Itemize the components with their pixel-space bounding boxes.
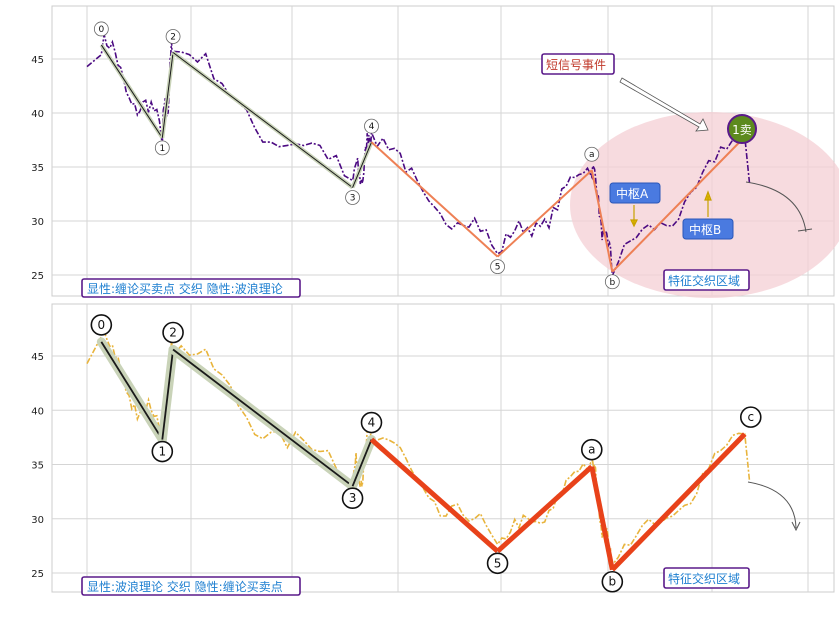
wave-segment xyxy=(351,439,373,487)
sell-signal-label: 1卖 xyxy=(732,123,752,137)
y-tick-label: 40 xyxy=(31,109,44,120)
sell-signal-marker xyxy=(727,114,757,144)
wave-label-circle xyxy=(584,146,600,162)
short-signal-box xyxy=(541,53,615,75)
pivot-b-box xyxy=(682,218,734,240)
top-region-box xyxy=(663,269,750,291)
wave-label: 4 xyxy=(368,416,376,430)
wave-segment xyxy=(161,349,174,440)
wave-label: 4 xyxy=(369,122,375,132)
wave-label-circle xyxy=(162,321,184,344)
wave-label: 0 xyxy=(98,25,104,35)
wave-label-circle xyxy=(154,140,170,156)
highlight-region xyxy=(570,112,839,298)
wave-segment xyxy=(611,136,746,273)
wave-label: b xyxy=(609,278,615,288)
wave-label: 2 xyxy=(170,33,176,43)
y-tick-label: 35 xyxy=(31,461,44,472)
wave-label-circle xyxy=(345,190,360,205)
wave-label: 5 xyxy=(495,263,501,273)
pivot-a-box xyxy=(609,182,661,204)
wave-segment xyxy=(161,52,174,138)
wave-label: b xyxy=(609,575,617,589)
y-tick-label: 25 xyxy=(31,569,44,580)
top-caption: 显性:缠论买卖点 交织 隐性:波浪理论 xyxy=(87,281,283,296)
y-tick-label: 45 xyxy=(31,55,44,66)
wave-label: 5 xyxy=(494,556,502,570)
wave-label-circle xyxy=(604,274,620,290)
wave-label: 0 xyxy=(98,318,106,332)
wave-label-circle xyxy=(580,438,603,461)
wave-label: c xyxy=(747,410,754,424)
wave-label: 2 xyxy=(169,325,177,339)
wave-segment xyxy=(370,141,499,258)
wave-label: a xyxy=(588,443,595,457)
pivot-a-pointer xyxy=(630,205,638,228)
wave-segment xyxy=(590,170,614,272)
wave-segment xyxy=(172,348,354,487)
y-tick-label: 40 xyxy=(31,406,44,417)
wave-segment xyxy=(589,466,615,571)
wave-label-circle xyxy=(93,21,109,37)
wave-label: 1 xyxy=(158,445,166,459)
top-curve-arrow xyxy=(745,181,813,233)
y-tick-label: 25 xyxy=(31,271,44,282)
wave-segment xyxy=(495,464,594,554)
wave-label: 3 xyxy=(350,194,356,204)
wave-label-circle xyxy=(90,314,113,336)
wave-segment xyxy=(100,341,164,441)
bottom-region-box xyxy=(663,567,750,589)
pivot-b-label: 中枢B xyxy=(689,222,721,237)
short-signal-label: 短信号事件 xyxy=(546,58,606,72)
wave-label-circle xyxy=(341,487,364,510)
y-tick-label: 45 xyxy=(31,352,44,363)
wave-segment xyxy=(100,44,163,139)
y-tick-label: 35 xyxy=(31,163,44,174)
bottom-curve-arrow xyxy=(747,481,801,532)
y-tick-label: 30 xyxy=(31,217,44,228)
top-region-label: 特征交织区域 xyxy=(668,273,740,288)
wave-segment xyxy=(369,437,500,554)
wave-label-circle xyxy=(601,570,624,593)
wave-segment xyxy=(610,432,747,572)
wave-segment xyxy=(172,52,353,188)
y-tick-label: 30 xyxy=(31,515,44,526)
wave-segment xyxy=(496,169,593,258)
wave-label-circle xyxy=(364,118,379,134)
wave-label-circle xyxy=(490,259,505,275)
wave-label-circle xyxy=(151,440,174,463)
pivot-a-label: 中枢A xyxy=(616,186,649,201)
bottom-caption: 显性:波浪理论 交织 隐性:缠论买卖点 xyxy=(87,579,283,594)
pivot-b-pointer xyxy=(704,190,712,217)
wave-label: a xyxy=(589,150,595,160)
top-caption-box xyxy=(81,278,301,298)
wave-label-circle xyxy=(360,411,383,434)
wave-label: 1 xyxy=(159,144,165,154)
wave-label-circle xyxy=(165,29,181,44)
wave-label: 3 xyxy=(349,491,357,505)
bottom-region-label: 特征交织区域 xyxy=(668,571,740,586)
wave-label-circle xyxy=(486,552,509,575)
bottom-caption-box xyxy=(81,576,301,596)
wave-segment xyxy=(352,141,372,188)
short-signal-arrow xyxy=(619,77,709,132)
wave-label-circle xyxy=(739,406,762,428)
